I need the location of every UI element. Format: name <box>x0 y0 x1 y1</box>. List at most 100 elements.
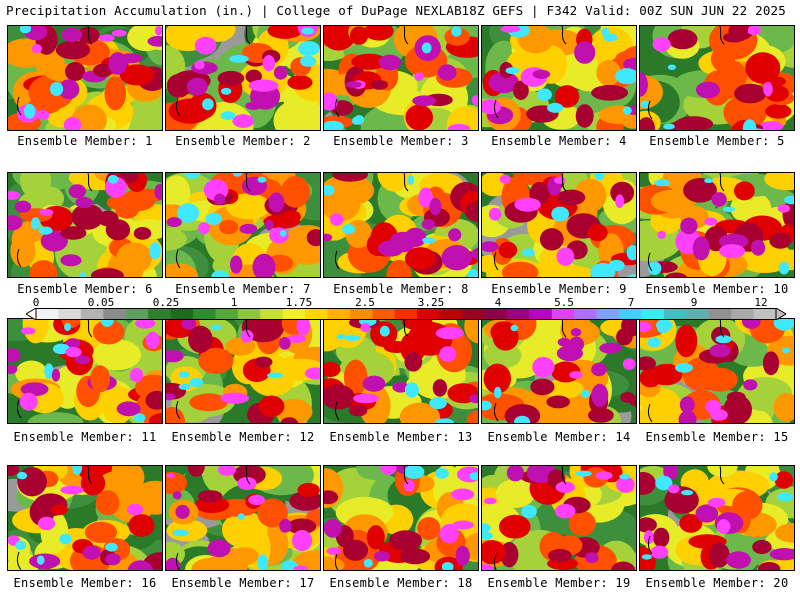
colorbar-swatch <box>305 308 329 320</box>
colorbar-swatch <box>260 308 284 320</box>
member-caption: Ensemble Member: 8 <box>333 282 469 296</box>
colorbar-swatch <box>753 308 777 320</box>
coastline <box>16 173 93 268</box>
colorbar-swatch <box>686 308 710 320</box>
member-caption: Ensemble Member: 2 <box>175 134 311 148</box>
coastline <box>175 466 251 570</box>
member-caption: Ensemble Member: 10 <box>645 282 789 296</box>
precip-field-map <box>482 319 636 423</box>
colorbar-swatch <box>417 308 441 320</box>
precip-field-map <box>640 466 794 570</box>
ensemble-panel-1 <box>7 25 163 131</box>
coastline <box>647 26 725 120</box>
colorbar-swatch <box>36 308 59 320</box>
ensemble-panel-18 <box>323 465 479 571</box>
colorbar-tick-label: 5.5 <box>554 296 574 309</box>
precip-field-map <box>324 173 478 277</box>
colorbar-swatch <box>731 308 755 320</box>
colorbar-swatch <box>148 308 172 320</box>
colorbar-swatch <box>619 308 642 320</box>
colorbar-swatch <box>215 308 239 320</box>
precip-field-map <box>324 319 478 423</box>
colorbar-swatch <box>103 308 127 320</box>
map-title: Precipitation Accumulation (in.) | Colle… <box>6 3 462 18</box>
coastline <box>334 173 409 270</box>
colorbar-tick-label: 0.05 <box>87 296 115 309</box>
precip-field-map <box>640 319 794 423</box>
colorbar-min-arrow <box>26 308 37 320</box>
member-caption: Ensemble Member: 6 <box>17 282 153 296</box>
ensemble-panel-15 <box>639 318 795 424</box>
precip-field-map <box>482 173 636 277</box>
colorbar-tick-label: 0.25 <box>152 296 180 309</box>
coastline <box>175 319 251 420</box>
member-caption: Ensemble Member: 13 <box>329 430 473 444</box>
color-scale-swatches <box>26 308 786 320</box>
colorbar-swatch <box>58 308 82 320</box>
member-caption: Ensemble Member: 16 <box>13 576 157 590</box>
colorbar-swatch <box>708 308 732 320</box>
ensemble-panel-12 <box>165 318 321 424</box>
member-caption: Ensemble Member: 4 <box>491 134 627 148</box>
ensemble-panel-20 <box>639 465 795 571</box>
coastline <box>334 319 409 421</box>
ensemble-panel-7 <box>165 172 321 278</box>
colorbar-tick-label: 12 <box>754 296 768 309</box>
color-scale-bar: 0 0.05 0.25 1 1.75 2.5 3.25 4 5.5 7 9 12 <box>26 296 786 320</box>
precip-field-map <box>640 26 794 130</box>
coastline <box>493 319 567 422</box>
member-caption: Ensemble Member: 9 <box>491 282 627 296</box>
coastline <box>647 319 725 423</box>
precip-field-map <box>8 26 162 130</box>
colorbar-swatch <box>372 308 396 320</box>
ensemble-panel-5 <box>639 25 795 131</box>
member-caption: Ensemble Member: 11 <box>13 430 157 444</box>
member-caption: Ensemble Member: 12 <box>171 430 315 444</box>
member-caption: Ensemble Member: 17 <box>171 576 315 590</box>
coastline <box>493 466 567 570</box>
precip-field-map <box>324 26 478 130</box>
ensemble-panel-14 <box>481 318 637 424</box>
member-caption: Ensemble Member: 18 <box>329 576 473 590</box>
colorbar-tick-label: 3.25 <box>417 296 445 309</box>
coastline <box>647 173 725 272</box>
colorbar-swatch <box>80 308 104 320</box>
precip-field-map <box>8 319 162 423</box>
precip-field-map <box>166 173 320 277</box>
coastline <box>16 319 93 419</box>
coastline <box>334 466 409 570</box>
colorbar-swatch <box>641 308 665 320</box>
ensemble-panel-6 <box>7 172 163 278</box>
colorbar-swatch <box>462 308 485 320</box>
coastline <box>16 466 93 570</box>
run-valid-time: 18Z GEFS | F342 Valid: 00Z SUN JUN 22 20… <box>461 3 786 18</box>
colorbar-tick-label: 9 <box>690 296 698 309</box>
coastline <box>334 26 409 118</box>
member-caption: Ensemble Member: 1 <box>17 134 153 148</box>
ensemble-panel-9 <box>481 172 637 278</box>
colorbar-swatch <box>349 308 373 320</box>
member-caption: Ensemble Member: 15 <box>645 430 789 444</box>
coastline <box>493 26 567 119</box>
member-caption: Ensemble Member: 19 <box>487 576 631 590</box>
member-caption: Ensemble Member: 7 <box>175 282 311 296</box>
coastline <box>175 173 251 269</box>
ensemble-panel-13 <box>323 318 479 424</box>
colorbar-tick-label: 0 <box>32 296 40 309</box>
ensemble-panel-10 <box>639 172 795 278</box>
colorbar-swatch <box>574 308 598 320</box>
colorbar-swatch <box>237 308 261 320</box>
ensemble-panel-2 <box>165 25 321 131</box>
colorbar-swatch <box>506 308 530 320</box>
ensemble-panel-19 <box>481 465 637 571</box>
precip-field-map <box>482 466 636 570</box>
coastline <box>16 26 93 116</box>
colorbar-swatch <box>551 308 575 320</box>
member-caption: Ensemble Member: 3 <box>333 134 469 148</box>
ensemble-panel-16 <box>7 465 163 571</box>
colorbar-tick-label: 1 <box>230 296 238 309</box>
colorbar-swatch <box>439 308 463 320</box>
colorbar-swatch <box>282 308 306 320</box>
precip-field-map <box>166 26 320 130</box>
member-caption: Ensemble Member: 20 <box>645 576 789 590</box>
